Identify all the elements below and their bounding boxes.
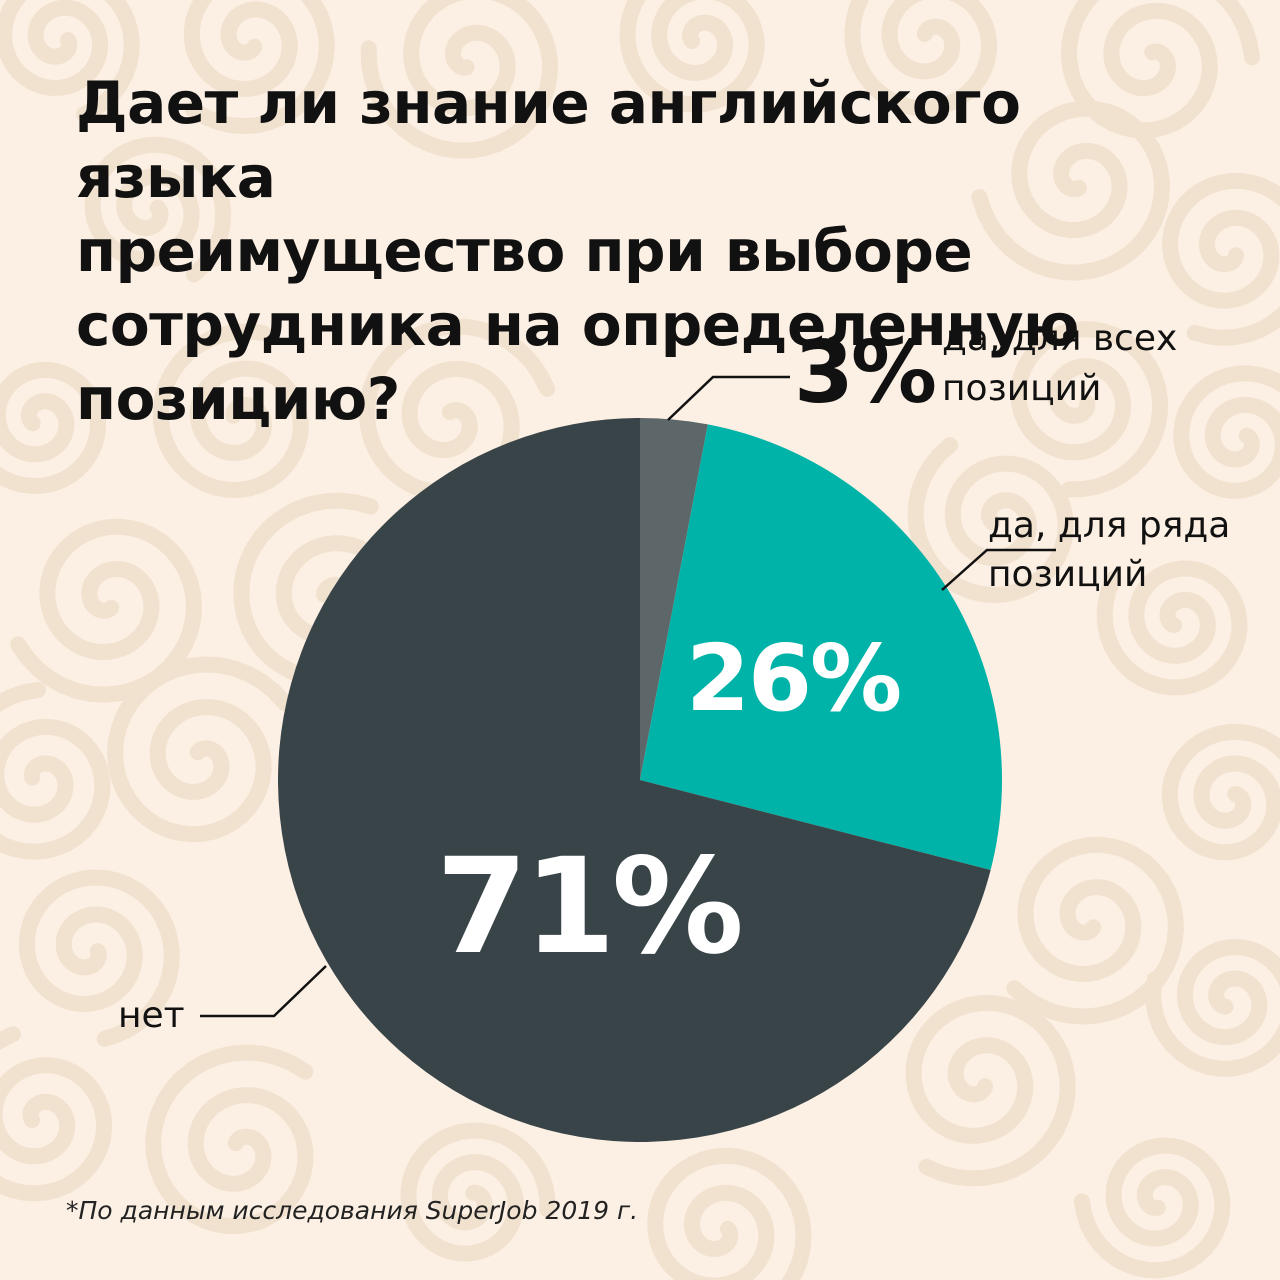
chart-title: Дает ли знание английского языка преимущ…	[76, 66, 1196, 436]
leader-line-some-positions	[941, 548, 1056, 591]
category-label-some-positions-line-2: позиций	[988, 554, 1147, 595]
swirl-decoration	[844, 0, 998, 117]
source-footnote: *По данным исследования SuperJob 2019 г.	[66, 1196, 639, 1225]
swirl-decoration	[907, 437, 1074, 604]
category-label-no: нет	[118, 995, 185, 1036]
value-label-some-positions: 26%	[686, 625, 900, 732]
swirl-decoration	[0, 0, 140, 123]
swirl-decoration	[18, 869, 180, 1047]
swirl-decoration	[0, 1026, 113, 1202]
swirl-decoration	[905, 994, 1076, 1187]
swirl-decoration	[1161, 723, 1280, 861]
title-line-4: позицию?	[76, 365, 400, 433]
swirl-decoration	[400, 1122, 556, 1262]
value-label-no: 71%	[436, 830, 741, 984]
swirl-decoration	[1096, 560, 1248, 696]
title-line-1: Дает ли знание английского языка	[76, 69, 1021, 211]
swirl-decoration	[0, 361, 107, 495]
swirl-decoration	[107, 656, 293, 843]
swirl-decoration	[145, 1044, 314, 1235]
leader-line-all-positions	[667, 375, 790, 421]
category-label-some-positions-line-1: да, для ряда	[988, 505, 1230, 546]
swirl-decoration	[1074, 1137, 1231, 1279]
swirl-decoration	[647, 1147, 812, 1280]
pie-slice-all-positions	[640, 418, 708, 780]
swirl-decoration	[84, 136, 232, 283]
swirl-decoration	[360, 0, 559, 159]
leader-line-no	[200, 965, 327, 1018]
category-label-all-positions-line-1: да, для всех	[942, 318, 1177, 359]
swirl-decoration	[1145, 938, 1280, 1077]
category-label-all-positions-line-2: позиций	[942, 368, 1101, 409]
swirl-decoration	[971, 100, 1171, 281]
swirl-decoration	[0, 682, 111, 860]
pie-slice-some-positions	[640, 424, 1003, 871]
title-line-3: сотрудника на определенную	[76, 291, 1079, 359]
swirl-decoration	[1010, 321, 1169, 498]
swirl-decoration	[1173, 365, 1280, 499]
swirl-decoration	[619, 0, 765, 113]
swirl-decoration	[1162, 173, 1280, 346]
swirl-decoration	[1060, 0, 1260, 139]
swirl-decoration	[152, 323, 309, 498]
swirl-decoration	[358, 318, 556, 501]
pie-slice-no	[278, 418, 991, 1143]
swirl-decoration	[1006, 836, 1184, 1025]
swirl-decoration	[10, 518, 203, 703]
value-label-all-positions: 3%	[794, 323, 935, 423]
swirl-decoration	[183, 0, 335, 135]
title-line-2: преимущество при выборе	[76, 217, 973, 285]
